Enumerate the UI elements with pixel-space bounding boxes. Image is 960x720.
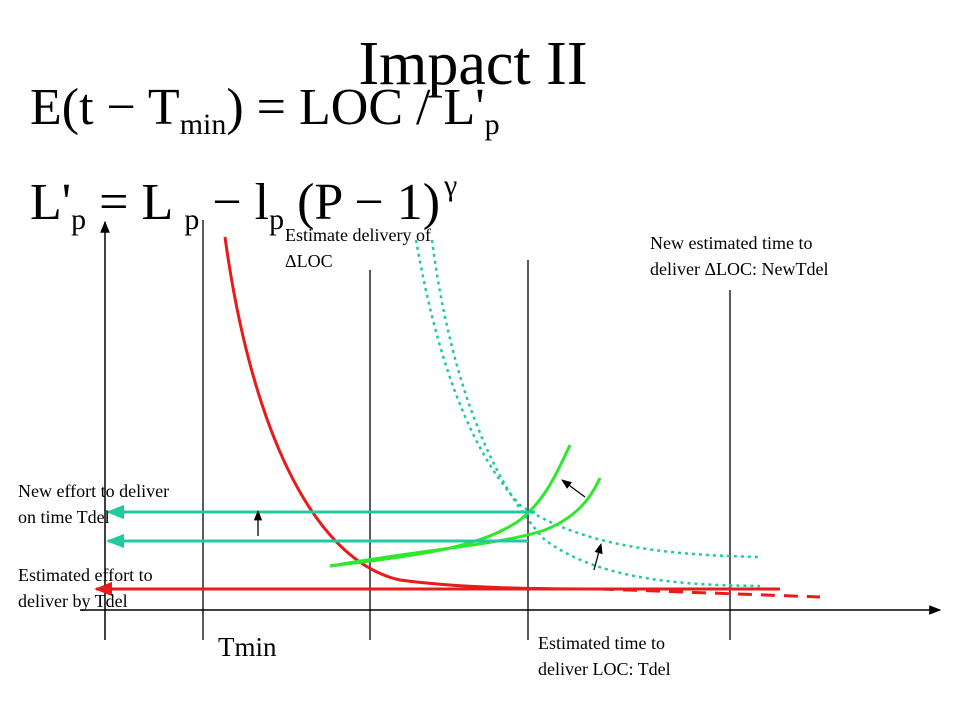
equation2-part2: = L <box>86 174 185 231</box>
estimated-time-line2: deliver LOC: Tdel <box>538 659 671 679</box>
new-effort-label: New effort to deliver on time Tdel <box>18 478 169 530</box>
equation2-sub1: p <box>71 203 87 236</box>
equation1-rhs: ) = LOC / L' <box>226 79 485 136</box>
estimated-effort-line1: Estimated effort to <box>18 565 153 585</box>
estimate-delivery-line2: ΔLOC <box>285 251 333 271</box>
equation2-part3: − l <box>199 174 270 231</box>
original-effort-curve <box>223 236 780 591</box>
equation2-gamma: γ <box>444 169 458 202</box>
estimated-effort-line2: deliver by Tdel <box>18 591 128 611</box>
new-effort-line2: on time Tdel <box>18 507 110 527</box>
new-effort-curve-shallow <box>329 477 602 568</box>
estimate-delivery-label: Estimate delivery of ΔLOC <box>285 222 431 274</box>
new-effort-curve-steep <box>329 444 572 568</box>
shifted-curve-lower <box>430 239 761 588</box>
equation1-sub-min: min <box>179 108 227 141</box>
original-effort-extension <box>599 587 821 599</box>
productivity-equation: L'p = L p − lp (P − 1) γ <box>30 156 457 250</box>
equation2-part1: L' <box>30 174 72 231</box>
new-estimated-time-line2: deliver ΔLOC: NewTdel <box>650 259 829 279</box>
equation2-sub2: p <box>184 203 200 236</box>
equation1-sub-p: p <box>484 108 500 141</box>
effort-equation: E(t − Tmin) = LOC / L'p <box>30 78 500 155</box>
new-estimated-time-label: New estimated time to deliver ΔLOC: NewT… <box>650 230 829 282</box>
estimated-effort-label: Estimated effort to deliver by Tdel <box>18 562 153 614</box>
page-title: Impact II <box>358 30 588 98</box>
new-estimated-time-line1: New estimated time to <box>650 233 813 253</box>
estimated-time-label: Estimated time to deliver LOC: Tdel <box>538 630 671 682</box>
equation2-part4: (P − 1) <box>284 174 441 231</box>
curve-shift-arrow-lower <box>593 542 603 571</box>
equation2-sub3: p <box>269 203 285 236</box>
estimate-delivery-line1: Estimate delivery of <box>285 225 431 245</box>
new-effort-line1: New effort to deliver <box>18 481 170 501</box>
curve-shift-arrow-upper <box>561 479 586 498</box>
tmin-label: Tmin <box>218 632 277 662</box>
equation1-lhs: E(t − T <box>30 79 180 136</box>
shifted-curve-upper <box>414 239 761 559</box>
estimated-time-line1: Estimated time to <box>538 633 665 653</box>
